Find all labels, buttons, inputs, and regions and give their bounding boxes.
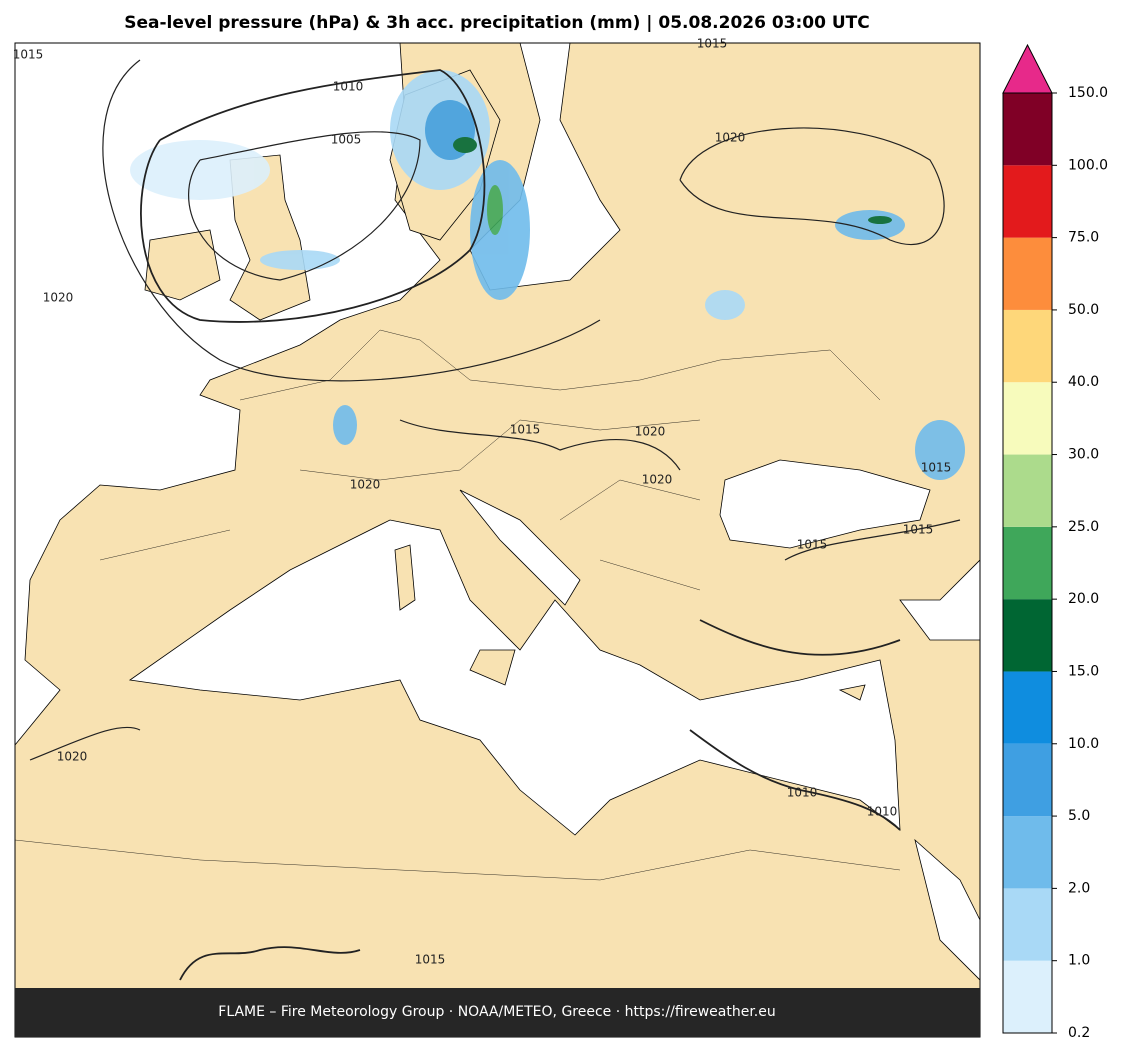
colorbar-frame: [1002, 92, 1053, 1034]
colorbar-bin: [1003, 526, 1052, 600]
colorbar-bin: [1003, 382, 1052, 455]
contour-label: 1015: [13, 48, 44, 62]
contour-label: 1020: [715, 131, 746, 145]
borders: [15, 329, 901, 881]
colorbar-label: 25.0: [1068, 519, 1099, 535]
colorbar-bin: [1003, 165, 1052, 238]
contour-label: 1015: [921, 461, 952, 475]
colorbar-bin: [1003, 671, 1052, 744]
contour-label: 1015: [797, 538, 828, 552]
colorbar-label: 50.0: [1068, 302, 1099, 318]
colorbar-label: 0.2: [1068, 1025, 1090, 1041]
colorbar-label: 20.0: [1068, 591, 1099, 607]
contour-label: 1015: [415, 953, 446, 967]
footer: FLAME – Fire Meteorology Group · NOAA/ME…: [218, 1004, 775, 1020]
colorbar-bin: [1003, 960, 1052, 1033]
colorbar-bin: [1003, 599, 1052, 672]
isobars: [29, 59, 961, 981]
colorbar-label: 5.0: [1068, 808, 1090, 824]
title: Sea-level pressure (hPa) & 3h acc. preci…: [124, 13, 870, 33]
contour-label: 1020: [43, 291, 74, 305]
precipitation: [130, 70, 965, 480]
colorbar-bin: [1003, 816, 1052, 889]
colorbar-label: 2.0: [1068, 880, 1090, 896]
contour-label: 1010: [867, 805, 898, 819]
colorbar-extend: [1002, 43, 1053, 94]
colorbar-label: 40.0: [1068, 374, 1099, 390]
colorbar-bin: [1003, 743, 1052, 817]
footer-band: [15, 988, 980, 1037]
contour-label: 1010: [787, 786, 818, 800]
contour-label: 1005: [331, 133, 362, 147]
colorbar-label: 150.0: [1068, 85, 1108, 101]
contour-label: 1020: [57, 750, 88, 764]
colorbar-bin: [1003, 454, 1052, 527]
colorbar-label: 100.0: [1068, 157, 1108, 173]
contour-label: 1015: [510, 423, 541, 437]
colorbar-label: 1.0: [1068, 953, 1090, 969]
colorbar-bin: [1003, 888, 1052, 961]
contour-label: 1015: [903, 523, 934, 537]
colorbar-bin: [1003, 237, 1052, 310]
colorbar-label: 10.0: [1068, 736, 1099, 752]
colorbar-label: 15.0: [1068, 663, 1099, 679]
contour-label: 1015: [697, 37, 728, 51]
contour-label: 1020: [642, 473, 673, 487]
contour-label: 1010: [333, 80, 364, 94]
contour-label: 1020: [350, 478, 381, 492]
contour-label: 1020: [635, 425, 666, 439]
colorbar-bin: [1003, 309, 1052, 383]
colorbar-label: 30.0: [1068, 447, 1099, 463]
colorbar-label: 75.0: [1068, 230, 1099, 246]
colorbar-bin: [1003, 93, 1052, 166]
map: 1015 1010 1005 1020 1015 1020 1015 1020 1020 1020…: [13, 37, 981, 1038]
